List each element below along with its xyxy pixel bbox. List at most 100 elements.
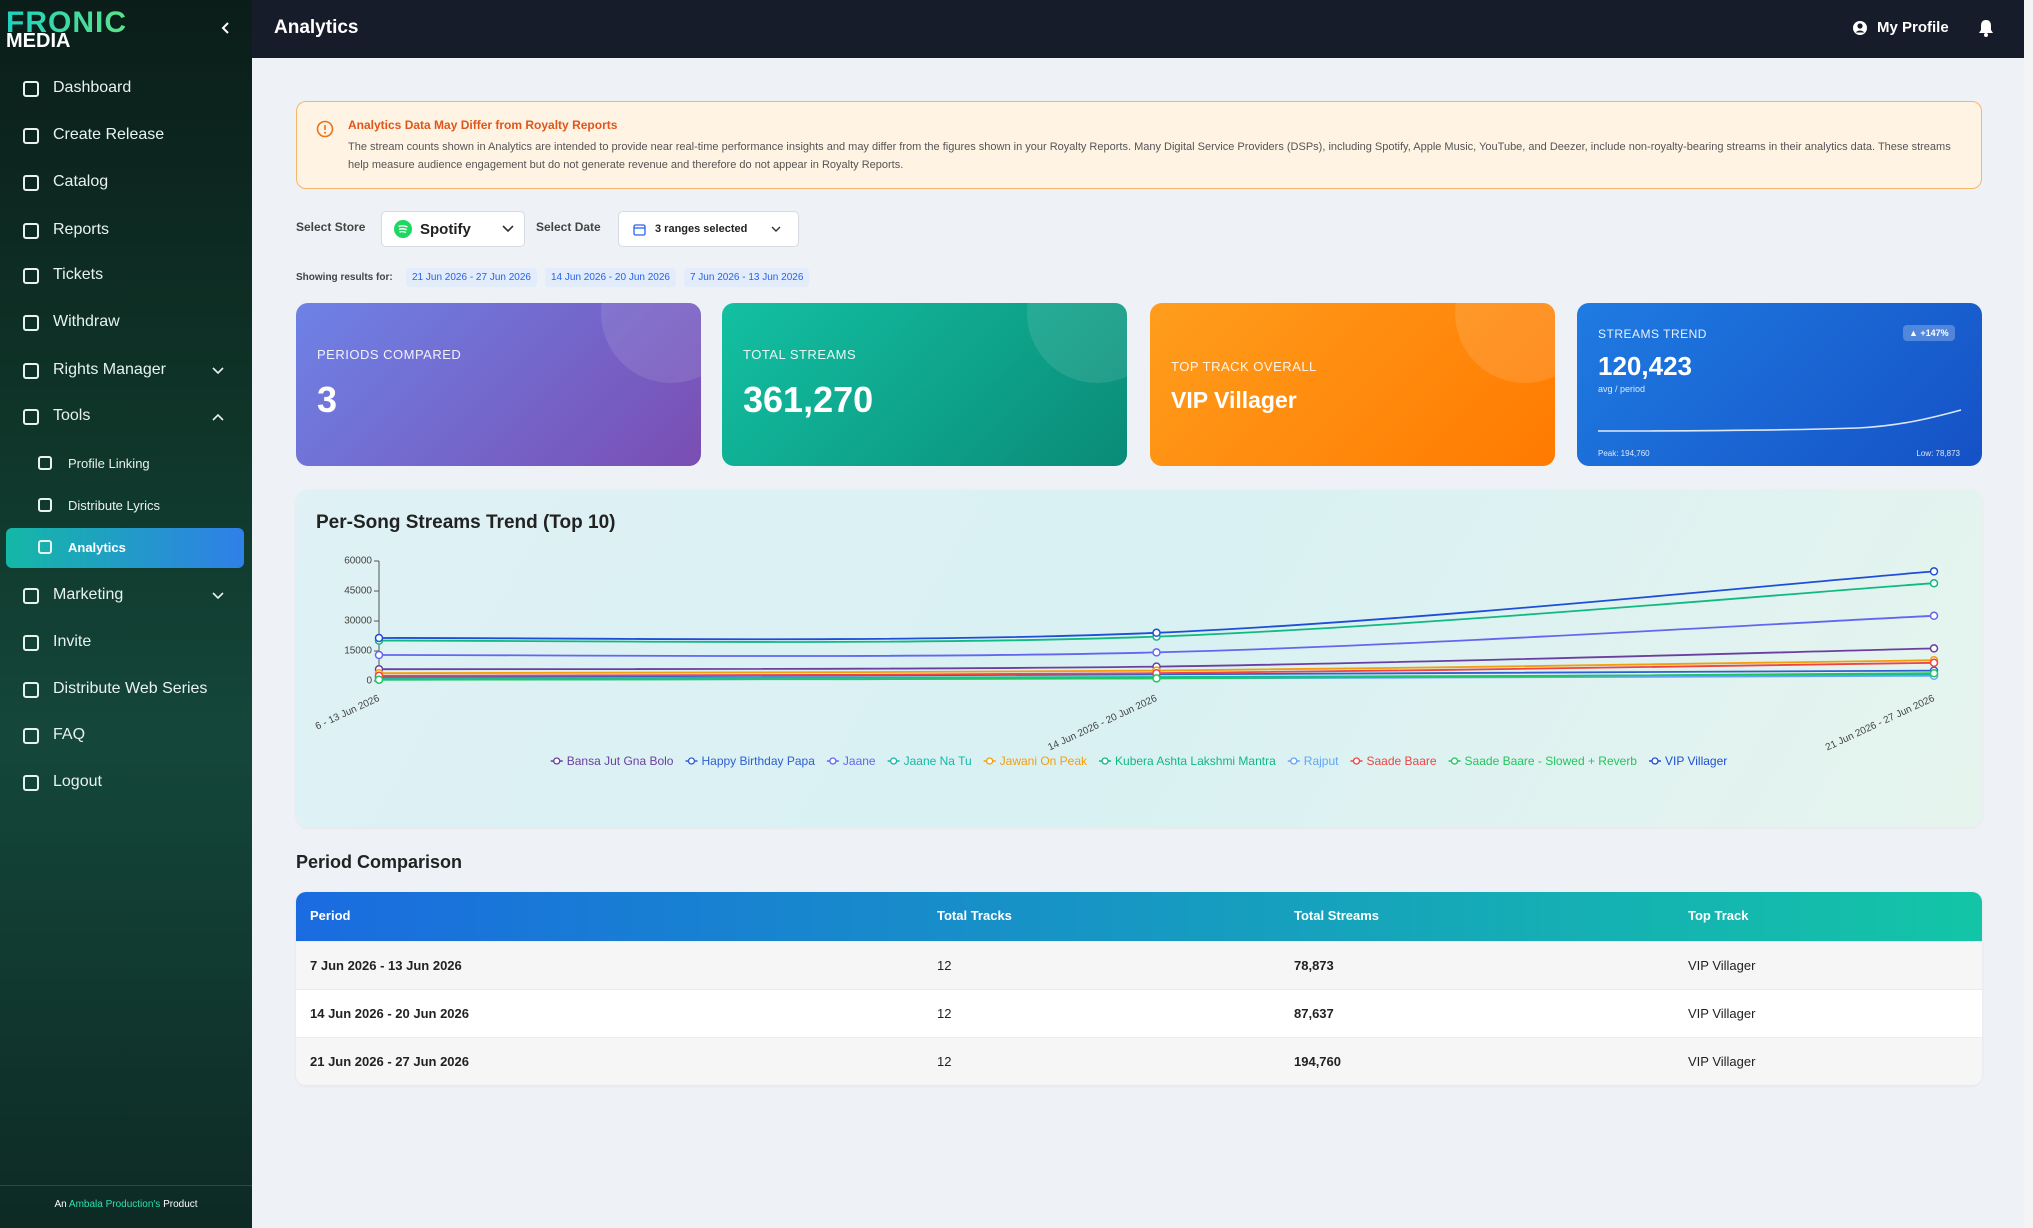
y-tick-label: 0 — [366, 676, 372, 687]
table-cell: 194,760 — [1294, 1054, 1341, 1069]
legend-label[interactable]: Saade Baare — [1366, 754, 1436, 768]
nav-item[interactable]: Withdraw — [53, 313, 120, 330]
card-label: TOP TRACK OVERALL — [1171, 359, 1317, 374]
notice: Analytics Data May Differ from Royalty R… — [296, 101, 1982, 189]
notification-bell[interactable] — [1977, 18, 1995, 38]
table-cell: 7 Jun 2026 - 13 Jun 2026 — [310, 958, 462, 973]
active-highlight — [6, 528, 244, 568]
sidebar: FRONIC MEDIA An Ambala Production's Prod… — [0, 0, 252, 1228]
x-tick-label: 14 Jun 2026 - 20 Jun 2026 — [1046, 693, 1159, 753]
legend-label[interactable]: Rajput — [1304, 754, 1339, 768]
profile-link[interactable]: My Profile — [1877, 19, 1949, 36]
notice-title: Analytics Data May Differ from Royalty R… — [348, 118, 618, 132]
sparkline — [1598, 409, 1962, 432]
nav-icon — [23, 81, 39, 97]
legend-marker — [1352, 757, 1361, 765]
nav-item[interactable]: Distribute Web Series — [53, 680, 208, 697]
nav-icon — [23, 728, 39, 744]
legend-marker — [1651, 757, 1659, 765]
data-point — [1929, 567, 1939, 576]
nav-icon — [23, 588, 39, 604]
date-value: 3 ranges selected — [655, 223, 748, 235]
data-point — [374, 675, 384, 684]
nav-item[interactable]: Analytics — [68, 540, 126, 555]
card-value: VIP Villager — [1171, 387, 1297, 413]
y-tick-label: 60000 — [344, 556, 372, 567]
legend-label[interactable]: Bansa Jut Gna Bolo — [567, 754, 674, 768]
nav-item[interactable]: Distribute Lyrics — [68, 498, 160, 513]
nav-item[interactable]: Create Release — [53, 126, 165, 143]
range-pills: 21 Jun 2026 - 27 Jun 2026 14 Jun 2026 - 2… — [406, 268, 810, 287]
legend-label[interactable]: Jawani On Peak — [1000, 754, 1088, 768]
legend-label[interactable]: Jaane — [843, 754, 876, 768]
data-point — [1929, 644, 1939, 653]
nav-icon — [23, 315, 39, 331]
nav-item[interactable]: Catalog — [53, 173, 109, 190]
nav-chevron — [212, 592, 224, 600]
nav-item[interactable]: Tools — [53, 407, 91, 424]
nav-icon — [23, 363, 39, 379]
x-tick-label: 6 - 13 Jun 2026 — [314, 693, 382, 733]
table-cell: VIP Villager — [1688, 958, 1756, 973]
date-select[interactable]: 3 ranges selected — [618, 211, 799, 247]
nav-item[interactable]: Reports — [53, 221, 110, 238]
legend-marker — [889, 757, 898, 765]
topbar: Analytics My Profile — [252, 0, 2024, 58]
table-cell: 14 Jun 2026 - 20 Jun 2026 — [310, 1006, 469, 1021]
spotify-icon — [394, 220, 412, 238]
legend-label[interactable]: Saade Baare - Slowed + Reverb — [1465, 754, 1638, 768]
y-tick-label: 45000 — [344, 586, 372, 597]
legend-marker — [553, 757, 561, 765]
nav-item[interactable]: Invite — [53, 633, 92, 650]
calendar-icon — [633, 224, 646, 236]
store-select[interactable]: Spotify — [381, 211, 525, 247]
legend-marker — [1290, 757, 1298, 765]
nav-item[interactable]: Marketing — [53, 586, 124, 603]
legend-label[interactable]: Jaane Na Tu — [904, 754, 972, 768]
dropdown-caret — [771, 226, 781, 232]
trend-badge: ▲ +147% — [1903, 325, 1955, 341]
nav-icon — [23, 775, 39, 791]
legend-label[interactable]: Happy Birthday Papa — [701, 754, 815, 768]
card: TOTAL STREAMS 361,270 — [722, 303, 1127, 466]
footer-prefix: An — [54, 1199, 67, 1210]
table-cell: 12 — [937, 1006, 952, 1021]
nav-icon — [23, 635, 39, 651]
table-cell: 12 — [937, 958, 952, 973]
data-point — [1152, 674, 1161, 683]
nav-item[interactable]: Rights Manager — [53, 361, 166, 378]
data-point — [1929, 611, 1939, 621]
table-header — [296, 892, 1982, 941]
card-sub: avg / period — [1598, 384, 1646, 394]
nav-icon — [38, 456, 52, 470]
chevron — [212, 413, 224, 421]
store-label: Select Store — [296, 220, 366, 234]
card: STREAMS TREND ▲ +147% 120,423 avg / peri… — [1577, 303, 1982, 466]
data-point — [374, 633, 384, 643]
chevron — [212, 592, 224, 600]
nav-icon — [23, 128, 39, 144]
nav-item[interactable]: Profile Linking — [68, 456, 150, 471]
footer-link[interactable]: Ambala Production's — [68, 1199, 161, 1210]
chart-title: Per-Song Streams Trend (Top 10) — [316, 512, 615, 533]
profile-icon — [1853, 21, 1867, 35]
nav-icon — [23, 175, 39, 191]
low-label: Low: 78,873 — [1916, 449, 1960, 458]
table-cell: 12 — [937, 1054, 952, 1069]
nav-chevron — [212, 413, 224, 421]
chart-panel — [296, 490, 1982, 827]
legend: Bansa Jut Gna Bolo Happy Birthday Papa Jaa… — [550, 754, 1727, 768]
collapse-button[interactable] — [218, 20, 234, 36]
nav-item[interactable]: Logout — [53, 773, 102, 790]
nav-item[interactable]: FAQ — [53, 726, 86, 743]
data-point — [1929, 578, 1939, 588]
nav-item[interactable]: Dashboard — [53, 79, 132, 96]
nav-icon — [23, 223, 39, 239]
card: TOP TRACK OVERALL VIP Villager — [1150, 303, 1555, 466]
notice-icon — [316, 120, 334, 138]
scrollbar[interactable] — [2024, 0, 2033, 1228]
nav-item[interactable]: Tickets — [53, 266, 104, 283]
legend-label[interactable]: Kubera Ashta Lakshmi Mantra — [1115, 754, 1276, 768]
legend-label[interactable]: VIP Villager — [1665, 754, 1727, 768]
